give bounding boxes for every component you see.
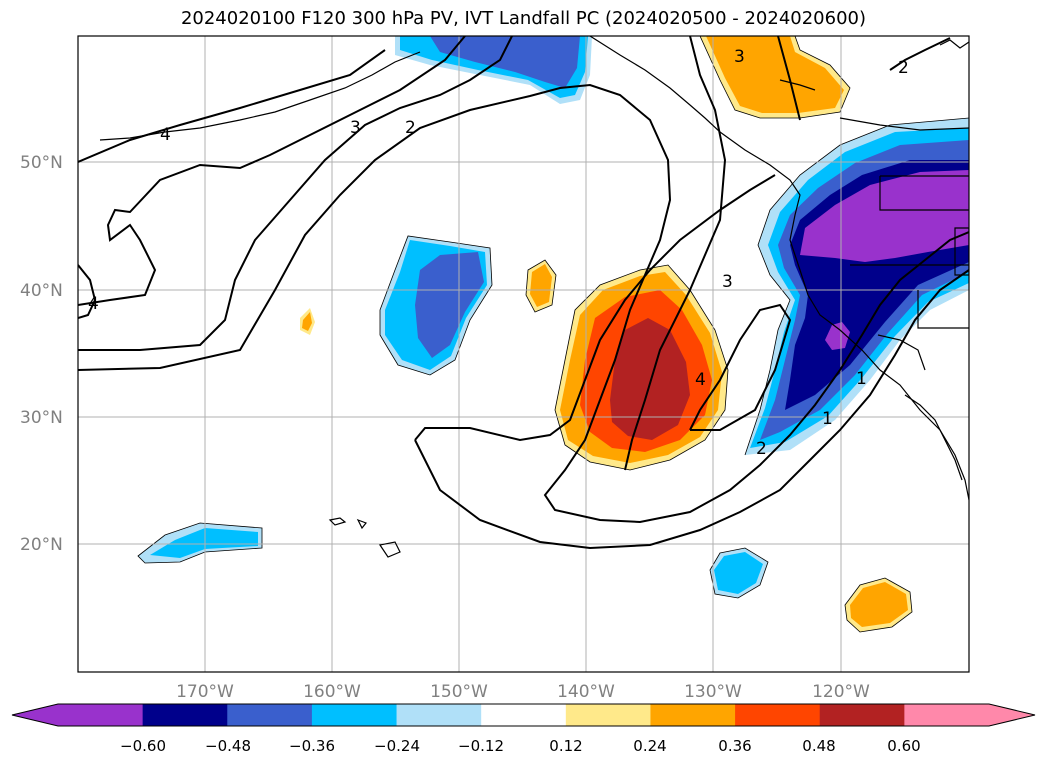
- lon-label-140w: 140°W: [557, 682, 615, 702]
- negative-anomaly-north: [395, 36, 592, 104]
- lat-label-20n: 20°N: [20, 535, 63, 555]
- negative-anomaly-small: [138, 523, 768, 598]
- colorbar-segment: [819, 704, 905, 726]
- colorbar-tick-4: −0.12: [458, 737, 504, 755]
- colorbar-segment: [735, 704, 821, 726]
- map-frame: [77, 35, 970, 673]
- colorbar-tick-6: 0.24: [633, 737, 666, 755]
- colorbar: −0.60 −0.48 −0.36 −0.24 −0.12 0.12 0.24 …: [11, 703, 1036, 755]
- colorbar-segment: [227, 704, 313, 726]
- colorbar-tick-3: −0.24: [374, 737, 420, 755]
- colorbar-tick-9: 0.60: [887, 737, 920, 755]
- lon-label-160w: 160°W: [303, 682, 361, 702]
- colorbar-segment: [58, 704, 144, 726]
- longitude-labels: 170°W 160°W 150°W 140°W 130°W 120°W: [176, 682, 870, 702]
- colorbar-segment: [481, 704, 567, 726]
- map-title: 2024020100 F120 300 hPa PV, IVT Landfall…: [180, 8, 867, 29]
- contour-label-3-west: 3: [350, 118, 361, 138]
- colorbar-extend-high: [989, 704, 1035, 726]
- lon-label-170w: 170°W: [176, 682, 234, 702]
- colorbar-segment: [904, 704, 990, 726]
- colorbar-segments: [58, 704, 990, 726]
- colorbar-tick-8: 0.48: [802, 737, 835, 755]
- colorbar-segment: [142, 704, 228, 726]
- positive-anomaly-central: [555, 265, 728, 470]
- colorbar-outline: [11, 703, 1036, 727]
- colorbar-segment: [565, 704, 651, 726]
- colorbar-extend-low: [12, 704, 58, 726]
- contour-label-1-coast: 1: [856, 369, 867, 389]
- pv-contours: [78, 36, 969, 550]
- contour-label-4-west: 4: [160, 125, 171, 145]
- colorbar-ticks: −0.60 −0.48 −0.36 −0.24 −0.12 0.12 0.24 …: [120, 737, 921, 755]
- contour-label-2-south: 2: [756, 439, 767, 459]
- map-plot-area: 4 3 2 4 3 4 3 2 2 1 1: [78, 36, 969, 672]
- lon-label-150w: 150°W: [430, 682, 488, 702]
- lon-label-130w: 130°W: [684, 682, 742, 702]
- contour-label-2-west: 2: [405, 118, 416, 138]
- negative-anomaly-coastal: [745, 118, 969, 455]
- contour-label-1-east: 1: [822, 409, 833, 429]
- colorbar-segment: [650, 704, 736, 726]
- lon-label-120w: 120°W: [812, 682, 870, 702]
- contour-label-2-northeast: 2: [898, 58, 909, 78]
- contour-label-4-far-west: 4: [88, 294, 99, 314]
- contour-label-3-north: 3: [734, 47, 745, 67]
- contour-labels: 4 3 2 4 3 4 3 2 2 1 1: [88, 47, 909, 459]
- lat-label-50n: 50°N: [20, 153, 63, 173]
- lat-label-30n: 30°N: [20, 408, 63, 428]
- contour-label-3-east: 3: [722, 272, 733, 292]
- contour-label-4-central: 4: [695, 370, 706, 390]
- gridlines: [78, 36, 969, 672]
- colorbar-tick-7: 0.36: [718, 737, 751, 755]
- latitude-labels: 50°N 40°N 30°N 20°N: [20, 153, 63, 555]
- anomaly-outlines: [137, 36, 969, 633]
- lat-label-40n: 40°N: [20, 281, 63, 301]
- colorbar-segment: [396, 704, 482, 726]
- colorbar-tick-1: −0.48: [205, 737, 251, 755]
- colorbar-tick-5: 0.12: [549, 737, 582, 755]
- colorbar-tick-0: −0.60: [120, 737, 166, 755]
- colorbar-tick-2: −0.36: [289, 737, 335, 755]
- colorbar-segment: [311, 704, 398, 726]
- negative-anomaly-mid-pacific: [380, 236, 492, 375]
